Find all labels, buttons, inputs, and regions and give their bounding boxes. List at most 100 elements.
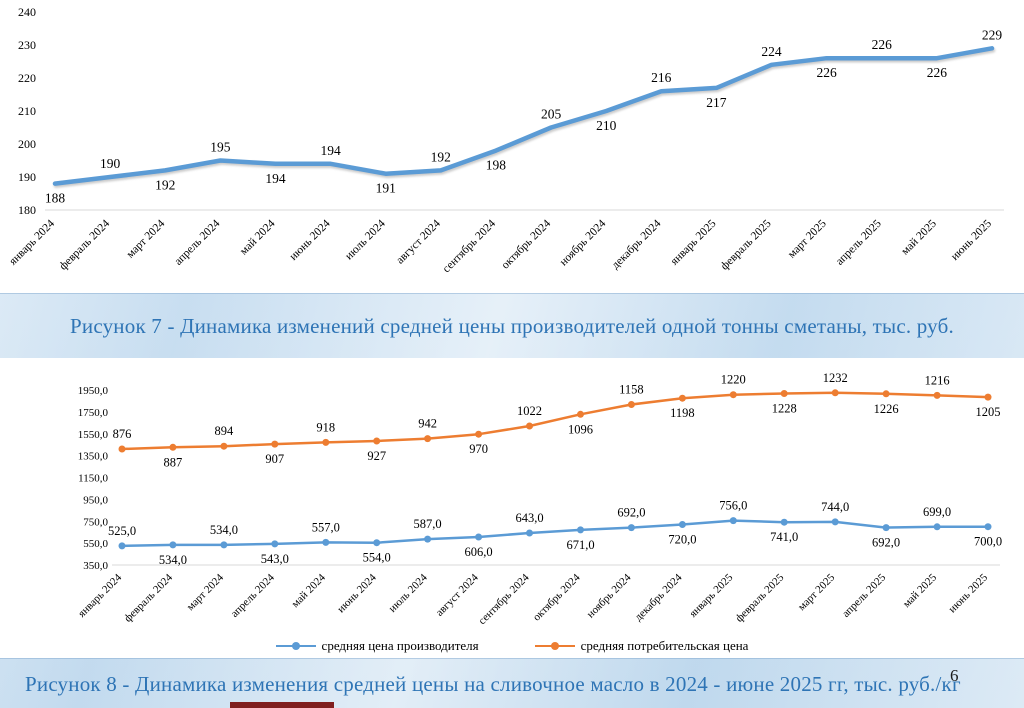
- x-tick-label: октябрь 2024: [499, 217, 553, 271]
- figure8-caption: Рисунок 8 - Динамика изменения средней ц…: [0, 658, 1024, 708]
- data-label: 1158: [619, 383, 644, 397]
- data-label: 195: [210, 140, 231, 155]
- data-label: 907: [265, 452, 284, 466]
- x-tick-label: март 2025: [796, 571, 838, 613]
- data-label: 226: [816, 65, 837, 80]
- data-label: 224: [761, 44, 782, 59]
- bottom-red-bar: [230, 702, 334, 708]
- x-tick-label: май 2025: [901, 571, 940, 610]
- legend-line-marker-orange-icon: [534, 642, 575, 650]
- data-label: 692,0: [617, 506, 645, 520]
- data-point-marker: [118, 542, 126, 550]
- data-label: 887: [164, 455, 183, 469]
- x-tick-label: февраль 2025: [733, 571, 786, 624]
- x-tick-label: июль 2024: [387, 571, 431, 615]
- data-point-marker: [475, 430, 483, 438]
- x-tick-label: август 2024: [394, 217, 443, 266]
- figure7-caption-text: Рисунок 7 - Динамика изменений средней ц…: [70, 314, 954, 338]
- data-point-marker: [627, 401, 635, 408]
- x-tick-label: декабрь 2024: [610, 217, 664, 271]
- x-tick-label: февраль 2024: [122, 571, 175, 624]
- x-tick-label: сентябрь 2024: [441, 217, 499, 275]
- x-tick-label: июнь 2024: [335, 571, 379, 615]
- x-tick-label: январь 2025: [669, 217, 719, 267]
- legend-item-consumer-price: средняя потребительская цена: [534, 638, 749, 654]
- y-tick-label: 950,0: [83, 494, 108, 506]
- figure8-caption-text: Рисунок 8 - Динамика изменения средней ц…: [25, 671, 961, 696]
- data-point-marker: [169, 443, 177, 451]
- y-tick-label: 180: [18, 203, 36, 217]
- x-tick-label: январь 2024: [7, 217, 57, 267]
- x-tick-label: июнь 2024: [287, 217, 332, 262]
- legend-dot-blue: [291, 642, 300, 650]
- x-tick-label: апрель 2024: [229, 571, 278, 620]
- data-label: 927: [367, 449, 386, 463]
- data-label: 191: [376, 181, 396, 196]
- data-label: 756,0: [719, 499, 747, 513]
- data-label: 217: [706, 95, 727, 110]
- x-tick-label: февраль 2025: [719, 217, 774, 272]
- y-tick-label: 220: [18, 71, 36, 85]
- data-point-marker: [882, 390, 890, 398]
- figure7-chart-panel: 240 230 220 210 200 190 180 январь 2024 февраль …: [0, 0, 1024, 293]
- data-label: 692,0: [872, 536, 900, 550]
- data-label: 210: [596, 118, 617, 133]
- data-point-marker: [678, 394, 686, 402]
- data-point-marker: [424, 535, 432, 543]
- y-tick-label: 230: [18, 38, 36, 52]
- data-label: 720,0: [668, 533, 696, 547]
- data-label: 557,0: [312, 520, 340, 534]
- data-label: 671,0: [566, 538, 594, 552]
- data-point-marker: [220, 442, 228, 450]
- series-line-0: [52, 46, 995, 186]
- x-tick-label: март 2025: [786, 217, 829, 260]
- legend-label-consumer-price: средняя потребительская цена: [580, 638, 749, 653]
- data-point-marker: [475, 533, 483, 541]
- x-tick-label: март 2024: [185, 571, 227, 613]
- data-point-marker: [627, 524, 635, 532]
- figure7-caption: Рисунок 7 - Динамика изменений средней ц…: [0, 293, 1024, 360]
- x-tick-label: июль 2024: [343, 217, 388, 262]
- y-tick-label: 210: [18, 104, 36, 118]
- data-point-marker: [526, 529, 533, 537]
- data-label: 606,0: [465, 545, 493, 559]
- data-point-marker: [373, 437, 381, 445]
- data-label: 1226: [874, 402, 899, 416]
- chart-legend: средняя цена производителя средняя потре…: [0, 634, 1024, 658]
- data-label: 194: [265, 171, 286, 186]
- data-point-marker: [831, 389, 839, 397]
- data-point-marker: [882, 524, 890, 532]
- data-label: 918: [316, 420, 335, 434]
- data-label: 1220: [721, 373, 746, 387]
- data-label: 894: [215, 424, 235, 438]
- legend-line-marker-blue-icon: [275, 642, 316, 650]
- x-tick-label: январь 2024: [76, 571, 125, 620]
- legend-label-producer-price: средняя цена производителя: [321, 638, 479, 653]
- x-tick-label: октябрь 2024: [531, 571, 583, 623]
- y-tick-label: 750,0: [83, 516, 108, 528]
- y-tick-label: 1950,0: [78, 385, 109, 397]
- data-label: 216: [651, 70, 672, 85]
- data-label: 587,0: [414, 517, 442, 531]
- data-point-marker: [729, 517, 737, 525]
- data-point-marker: [526, 422, 533, 430]
- data-label: 525,0: [108, 524, 136, 538]
- data-point-marker: [729, 391, 737, 399]
- data-label: 876: [113, 427, 132, 441]
- data-label: 192: [431, 149, 451, 164]
- data-label: 744,0: [821, 500, 849, 514]
- y-tick-label: 350,0: [83, 560, 108, 572]
- legend-dot-orange: [550, 642, 559, 650]
- data-label: 534,0: [210, 523, 238, 537]
- data-point-marker: [984, 523, 992, 531]
- data-point-marker: [322, 438, 330, 446]
- data-label: 226: [927, 65, 948, 80]
- x-tick-label: апрель 2025: [840, 571, 889, 620]
- x-tick-label: декабрь 2024: [633, 571, 685, 623]
- x-tick-label: апрель 2025: [834, 217, 884, 267]
- data-label: 554,0: [363, 551, 391, 565]
- data-label: 543,0: [261, 552, 289, 566]
- data-point-marker: [780, 390, 788, 397]
